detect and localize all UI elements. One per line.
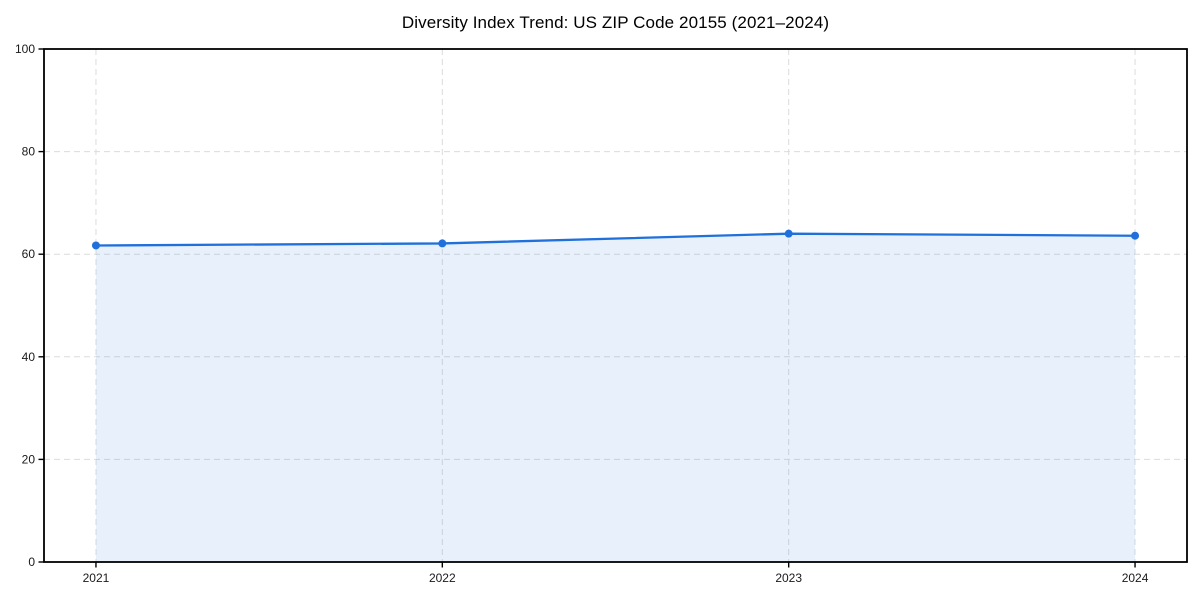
trend-line [94, 232, 1137, 247]
data-point-2024 [1131, 231, 1140, 240]
y-tick-label: 0 [28, 555, 35, 569]
area-fill [95, 233, 1136, 562]
data-point-2022 [438, 239, 447, 248]
data-point-2023 [784, 229, 793, 238]
x-tick-label: 2023 [775, 571, 802, 585]
y-tick-label: 40 [22, 350, 36, 364]
data-point-2021 [91, 241, 100, 250]
x-tick-label: 2024 [1122, 571, 1149, 585]
chart-title: Diversity Index Trend: US ZIP Code 20155… [401, 13, 830, 32]
x-tick-label: 2022 [429, 571, 456, 585]
y-tick-label: 100 [15, 42, 35, 56]
y-tick-label: 20 [22, 452, 36, 466]
y-tick-label: 80 [22, 145, 36, 159]
x-tick-label: 2021 [83, 571, 110, 585]
plot-border [43, 48, 1188, 563]
y-tick-label: 60 [22, 247, 36, 261]
